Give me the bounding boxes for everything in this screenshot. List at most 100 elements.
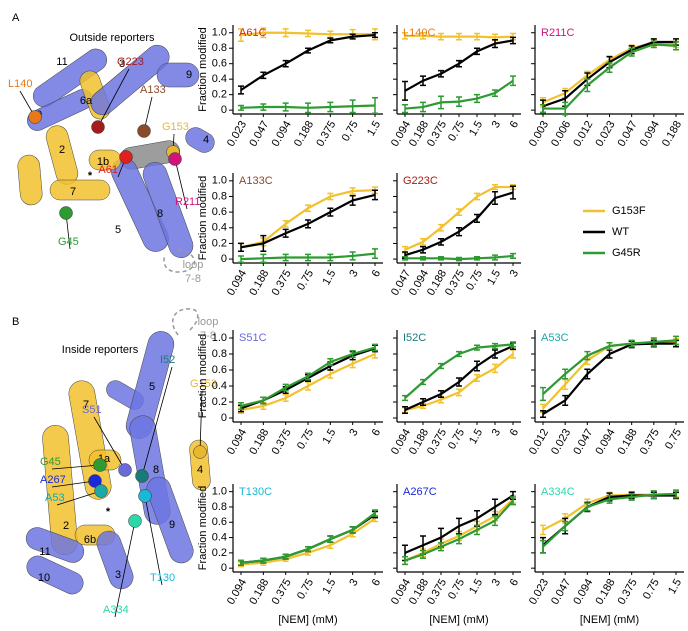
- error-bar: [305, 47, 311, 54]
- error-bar: [238, 85, 244, 95]
- x-tick-label: 6: [370, 268, 383, 279]
- error-bar: [260, 253, 267, 263]
- x-tick-label: 6: [508, 119, 521, 130]
- structure-panel: 11106a39427581bloop7-8L140G223A133G153A6…: [8, 12, 215, 285]
- x-tick-label: 0.188: [593, 577, 617, 607]
- x-tick-label: 0.75: [295, 268, 316, 293]
- y-tick-label: 0.8: [212, 42, 227, 54]
- error-bar: [305, 381, 311, 391]
- residue-sphere: [193, 445, 207, 459]
- legend-label: G45R: [612, 247, 641, 259]
- x-tick-label: 0.023: [527, 577, 551, 607]
- error-bar: [238, 402, 244, 410]
- x-tick-label: 0.094: [638, 119, 662, 149]
- error-bar: [474, 192, 480, 201]
- error-bar: [305, 372, 311, 381]
- pointer: [144, 495, 163, 586]
- x-tick-label: 0.023: [593, 119, 617, 149]
- y-tick-label: 0.4: [212, 222, 227, 234]
- error-bar: [456, 533, 462, 545]
- error-bar: [606, 62, 613, 73]
- error-bar: [492, 342, 498, 350]
- helix-label: 7: [70, 186, 76, 198]
- x-tick-label: 0.006: [549, 119, 573, 149]
- error-bar: [650, 490, 657, 500]
- legend-label: G153F: [612, 205, 646, 217]
- error-bar: [349, 187, 356, 195]
- error-bar: [510, 252, 516, 260]
- pointer: [51, 464, 101, 470]
- x-tick-label: 0.375: [425, 427, 449, 457]
- chart-title: L140C: [403, 27, 435, 39]
- loop-label: 7-8: [185, 273, 201, 285]
- helix-label: 2: [59, 144, 65, 156]
- residue-label: A334: [103, 604, 129, 616]
- y-tick-label: 1.0: [212, 332, 227, 344]
- error-bar: [456, 377, 462, 387]
- x-tick-label: 3: [347, 427, 360, 438]
- structure-panel: 57211106b89431aloop7-8S51I52G153G45A267A…: [12, 308, 218, 618]
- x-tick-label: 0.003: [527, 119, 551, 149]
- x-tick-label: 0.375: [425, 119, 449, 149]
- error-bar: [474, 47, 480, 56]
- y-tick-label: 0.8: [212, 348, 227, 360]
- y-tick-label: 0.2: [212, 547, 227, 559]
- y-tick-label: 1.0: [212, 486, 227, 498]
- site-marker: *: [106, 506, 111, 518]
- error-bar: [305, 102, 311, 114]
- residue-label: L140: [8, 78, 32, 90]
- error-bar: [673, 489, 679, 499]
- helix: [146, 476, 194, 564]
- residue-label: A133: [140, 84, 166, 96]
- error-bar: [438, 542, 444, 552]
- error-bar: [474, 255, 480, 261]
- error-bar: [456, 517, 462, 535]
- error-bar: [327, 30, 334, 39]
- error-bar: [438, 32, 444, 41]
- error-bar: [282, 383, 289, 392]
- y-tick-label: 0.2: [212, 237, 227, 249]
- error-bar: [402, 555, 408, 566]
- x-axis-label: [NEM] (mM): [580, 614, 639, 626]
- residue-sphere: [28, 110, 42, 124]
- error-bar: [584, 350, 591, 361]
- x-tick-label: 1.5: [320, 268, 338, 287]
- error-bar: [438, 95, 444, 110]
- error-bar: [606, 349, 613, 359]
- chart-title: A267C: [403, 486, 437, 498]
- error-bar: [456, 32, 462, 41]
- error-bar: [282, 553, 289, 560]
- pointer: [141, 366, 173, 477]
- error-bar: [510, 185, 516, 200]
- x-tick-label: 6: [370, 577, 383, 588]
- residue-label: G153: [162, 121, 189, 133]
- error-bar: [260, 103, 267, 111]
- error-bar: [540, 103, 546, 114]
- y-tick-label: 0.8: [212, 501, 227, 513]
- x-tick-label: 6: [508, 427, 521, 438]
- error-bar: [456, 227, 462, 237]
- y-tick-label: 1.0: [212, 175, 227, 187]
- error-bar: [282, 219, 289, 228]
- error-bar: [474, 32, 480, 41]
- series-line: [240, 517, 376, 566]
- x-tick-label: 0.75: [446, 577, 467, 602]
- loop-7-8: [163, 249, 196, 273]
- panel-letter: B: [12, 316, 19, 328]
- x-tick-label: 1.5: [365, 119, 383, 138]
- error-bar: [456, 388, 462, 397]
- helix-label: 11: [56, 56, 67, 68]
- loop-label: 7-8: [200, 330, 216, 342]
- y-axis-label: Fraction modified: [197, 27, 209, 111]
- error-bar: [562, 378, 569, 390]
- x-tick-label: 0.375: [270, 427, 294, 457]
- error-bar: [474, 344, 480, 351]
- helix: [156, 62, 200, 88]
- chart-title: I52C: [403, 332, 426, 344]
- error-bar: [420, 75, 426, 87]
